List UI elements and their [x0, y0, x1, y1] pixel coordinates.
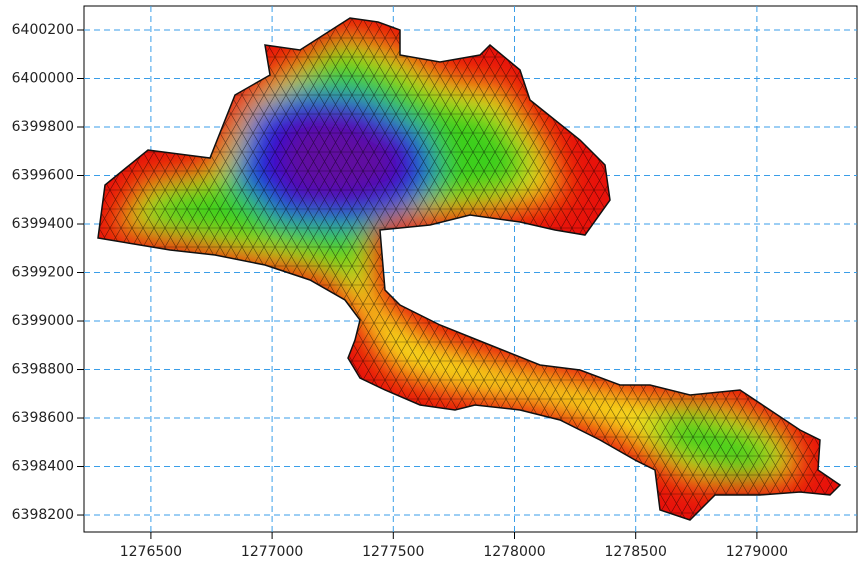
y-tick-label: 6399400 — [12, 216, 74, 232]
y-tick-label: 6398200 — [12, 507, 74, 523]
lake-outline — [97, 17, 842, 521]
y-tick-label: 6398600 — [12, 410, 74, 426]
y-tick-label: 6399600 — [12, 168, 74, 184]
y-tick-label: 6399800 — [12, 119, 74, 135]
y-tick-label: 6399200 — [12, 265, 74, 281]
y-tick-label: 6398800 — [12, 362, 74, 378]
x-tick-label: 1278500 — [605, 544, 667, 560]
y-tick-label: 6399000 — [12, 313, 74, 329]
x-tick-label: 1277000 — [241, 544, 303, 560]
y-tick-label: 6400200 — [12, 22, 74, 38]
y-tick-label: 6398400 — [12, 459, 74, 475]
y-tick-label: 6400000 — [12, 71, 74, 87]
x-tick-label: 1279000 — [726, 544, 788, 560]
x-tick-label: 1278000 — [483, 544, 545, 560]
x-tick-label: 1276500 — [120, 544, 182, 560]
x-tick-label: 1277500 — [362, 544, 424, 560]
